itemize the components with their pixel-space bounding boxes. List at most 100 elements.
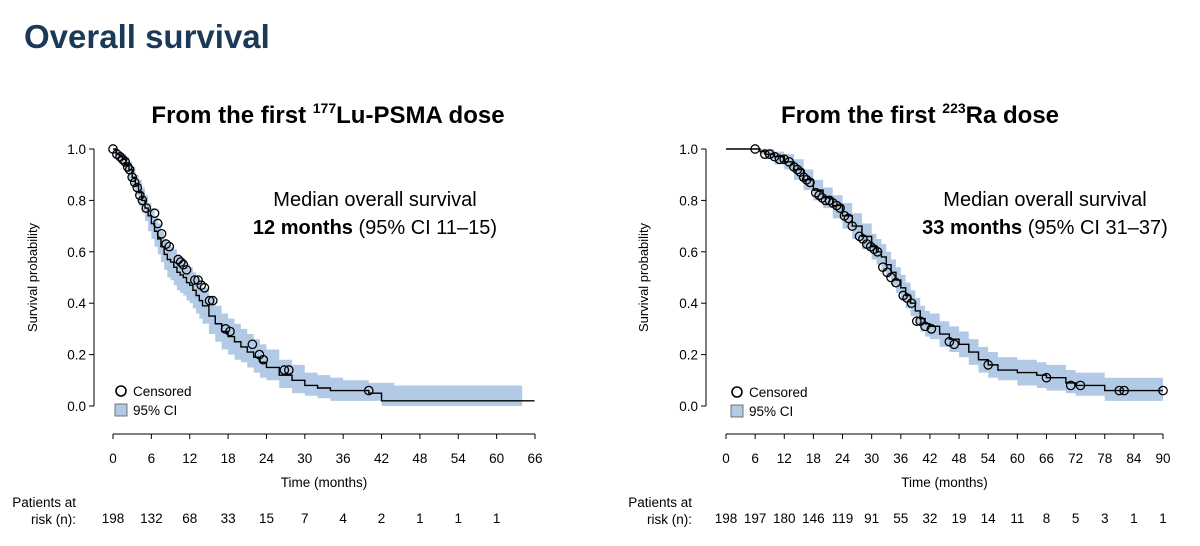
x-tick-label: 18 [221, 451, 236, 466]
censored-marker [117, 154, 128, 165]
risk-count: 15 [259, 511, 274, 526]
censored-marker [283, 365, 294, 375]
median-os-value: 12 months (95% CI 11–15) [253, 217, 497, 239]
censored-marker [156, 228, 167, 239]
median-os-months: 12 months [253, 217, 353, 239]
median-os-ci: (95% CI 11–15) [353, 217, 497, 239]
censored-marker [906, 298, 917, 309]
x-tick-label: 48 [412, 451, 427, 466]
y-tick-label: 0.4 [679, 296, 698, 311]
x-tick-label: 42 [922, 451, 937, 466]
censored-marker [805, 177, 815, 188]
censored-marker [814, 190, 825, 201]
y-tick-label: 0.2 [679, 348, 698, 363]
x-axis-label: Time (months) [901, 475, 988, 490]
risk-count: 1 [1159, 511, 1167, 526]
censored-marker [363, 385, 374, 396]
censored-marker [141, 203, 152, 213]
risk-count: 180 [773, 511, 796, 526]
page-title: Overall survival [24, 18, 270, 55]
risk-count: 4 [339, 511, 347, 526]
risk-count: 2 [378, 511, 386, 526]
censored-marker [926, 324, 937, 334]
censored-marker [196, 280, 207, 291]
censored-marker [759, 149, 770, 159]
ci-band [726, 149, 1163, 401]
median-os-heading: Median overall survival [273, 189, 476, 211]
x-tick-label: 18 [806, 451, 821, 466]
censored-marker [944, 336, 955, 347]
censored-marker [137, 195, 148, 206]
censored-marker [189, 275, 200, 285]
y-tick-label: 1.0 [67, 142, 86, 157]
censored-marker [949, 339, 960, 350]
censored-marker [774, 154, 785, 165]
x-tick-label: 12 [777, 451, 792, 466]
censored-marker [120, 157, 130, 167]
risk-count: 19 [952, 511, 967, 526]
censored-marker [258, 354, 269, 365]
x-tick-label: 48 [952, 451, 967, 466]
risk-count: 91 [864, 511, 879, 526]
censored-marker [983, 360, 994, 370]
km-plot-lu-psma: 0.0 0.2 0.4 0.6 0.8 1.0 Survival probability 0 6… [25, 142, 543, 526]
risk-count: 11 [1010, 511, 1024, 526]
x-tick-label: 12 [182, 451, 197, 466]
risk-count: 1 [1130, 511, 1138, 526]
x-tick-label: 30 [297, 451, 312, 466]
censored-marker [115, 151, 125, 162]
x-tick-label: 60 [1010, 451, 1025, 466]
censored-marker [779, 154, 790, 165]
x-tick-label: 60 [489, 451, 504, 466]
x-tick-label: 84 [1126, 451, 1142, 466]
x-tick-label: 78 [1097, 451, 1112, 466]
risk-count: 5 [1072, 511, 1080, 526]
censored-marker [872, 246, 883, 257]
median-os-heading: Median overall survival [943, 189, 1146, 211]
risk-table-label: Patients at risk (n): [628, 495, 692, 527]
km-panel-ra: From the first 223Ra dose 0.0 0.2 0.4 0.6 0.… [600, 90, 1200, 546]
y-axis-label: Survival probability [25, 222, 40, 332]
censored-marker [122, 162, 133, 172]
censored-marker [193, 275, 203, 285]
censored-marker [911, 316, 922, 327]
y-tick-label: 0.6 [67, 245, 86, 260]
y-tick-label: 0.0 [679, 399, 698, 414]
censored-marker [843, 213, 854, 224]
legend-censored-symbol [731, 386, 743, 398]
survival-line [726, 148, 1163, 392]
censored-marker [1075, 380, 1086, 391]
x-tick-label: 36 [336, 451, 351, 466]
x-axis-label: Time (months) [281, 475, 368, 490]
x-tick-label: 66 [1039, 451, 1054, 466]
censored-marker [798, 172, 809, 183]
censored-marker [279, 365, 290, 375]
risk-count: 32 [922, 511, 937, 526]
risk-count: 132 [140, 511, 163, 526]
censored-marker [784, 157, 794, 167]
y-tick-label: 0.0 [67, 399, 86, 414]
legend-censored-symbol [115, 385, 127, 397]
risk-table-label: Patients at risk (n): [12, 495, 76, 527]
censored-marker [164, 241, 175, 252]
censored-marker [129, 177, 140, 188]
risk-count: 1 [455, 511, 463, 526]
censored-marker [847, 221, 858, 231]
censored-marker [750, 144, 760, 154]
censored-marker [795, 167, 806, 177]
legend-ci-swatch [114, 403, 128, 417]
x-tick-label: 6 [751, 451, 759, 466]
risk-count: 119 [832, 511, 854, 526]
censored-marker [792, 164, 803, 175]
legend-ci-label: 95% CI [133, 403, 177, 418]
x-tick-label: 54 [451, 451, 467, 466]
censored-marker [135, 190, 145, 201]
censored-marker [1158, 385, 1168, 396]
censored-marker [207, 295, 218, 306]
median-os-ci: (95% CI 31–37) [1022, 217, 1168, 239]
x-tick-label: 0 [109, 451, 117, 466]
x-tick-label: 36 [893, 451, 908, 466]
risk-count: 198 [715, 511, 738, 526]
chart-title: From the first 177Lu-PSMA dose [151, 100, 505, 129]
censored-marker [247, 339, 258, 350]
